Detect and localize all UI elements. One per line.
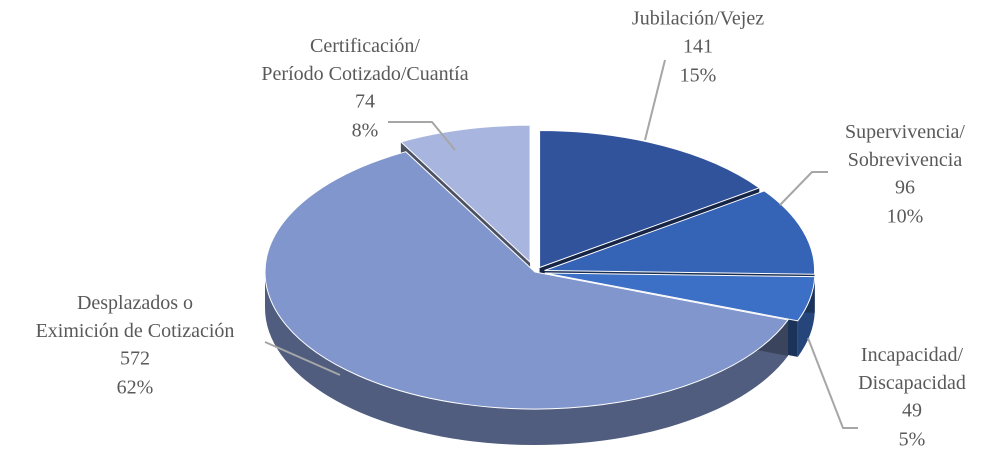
- value-label: 141: [683, 36, 713, 58]
- leader-line: [779, 171, 828, 206]
- percent-label: 8%: [352, 120, 379, 142]
- leader-line: [388, 121, 456, 151]
- category-label: Supervivencia/Sobrevivencia: [845, 121, 965, 171]
- value-label: 96: [895, 177, 915, 199]
- category-label: Certificación/Período Cotizado/Cuantía: [261, 35, 468, 85]
- percent-label: 5%: [899, 429, 926, 451]
- slice: [399, 124, 531, 264]
- slice: [539, 129, 761, 269]
- slice-side: [797, 276, 815, 357]
- category-label: Jubilación/Vejez: [632, 8, 764, 30]
- slice-side: [265, 272, 788, 445]
- category-label: Desplazados o Eximición de Cotización: [36, 292, 235, 342]
- percent-label: 15%: [680, 65, 717, 87]
- percent-label: 10%: [887, 206, 924, 228]
- slice: [544, 190, 815, 275]
- slice: [544, 272, 816, 322]
- leader-line: [264, 341, 341, 376]
- percent-label: 62%: [117, 377, 154, 399]
- value-label: 572: [120, 348, 150, 370]
- value-label: 49: [902, 400, 922, 422]
- leader-line: [807, 337, 858, 429]
- slice-tops: [264, 124, 816, 410]
- value-label: 74: [355, 91, 375, 113]
- leader-line: [644, 59, 666, 141]
- slice: [264, 151, 789, 410]
- category-label: Incapacidad/Discapacidad: [858, 344, 966, 394]
